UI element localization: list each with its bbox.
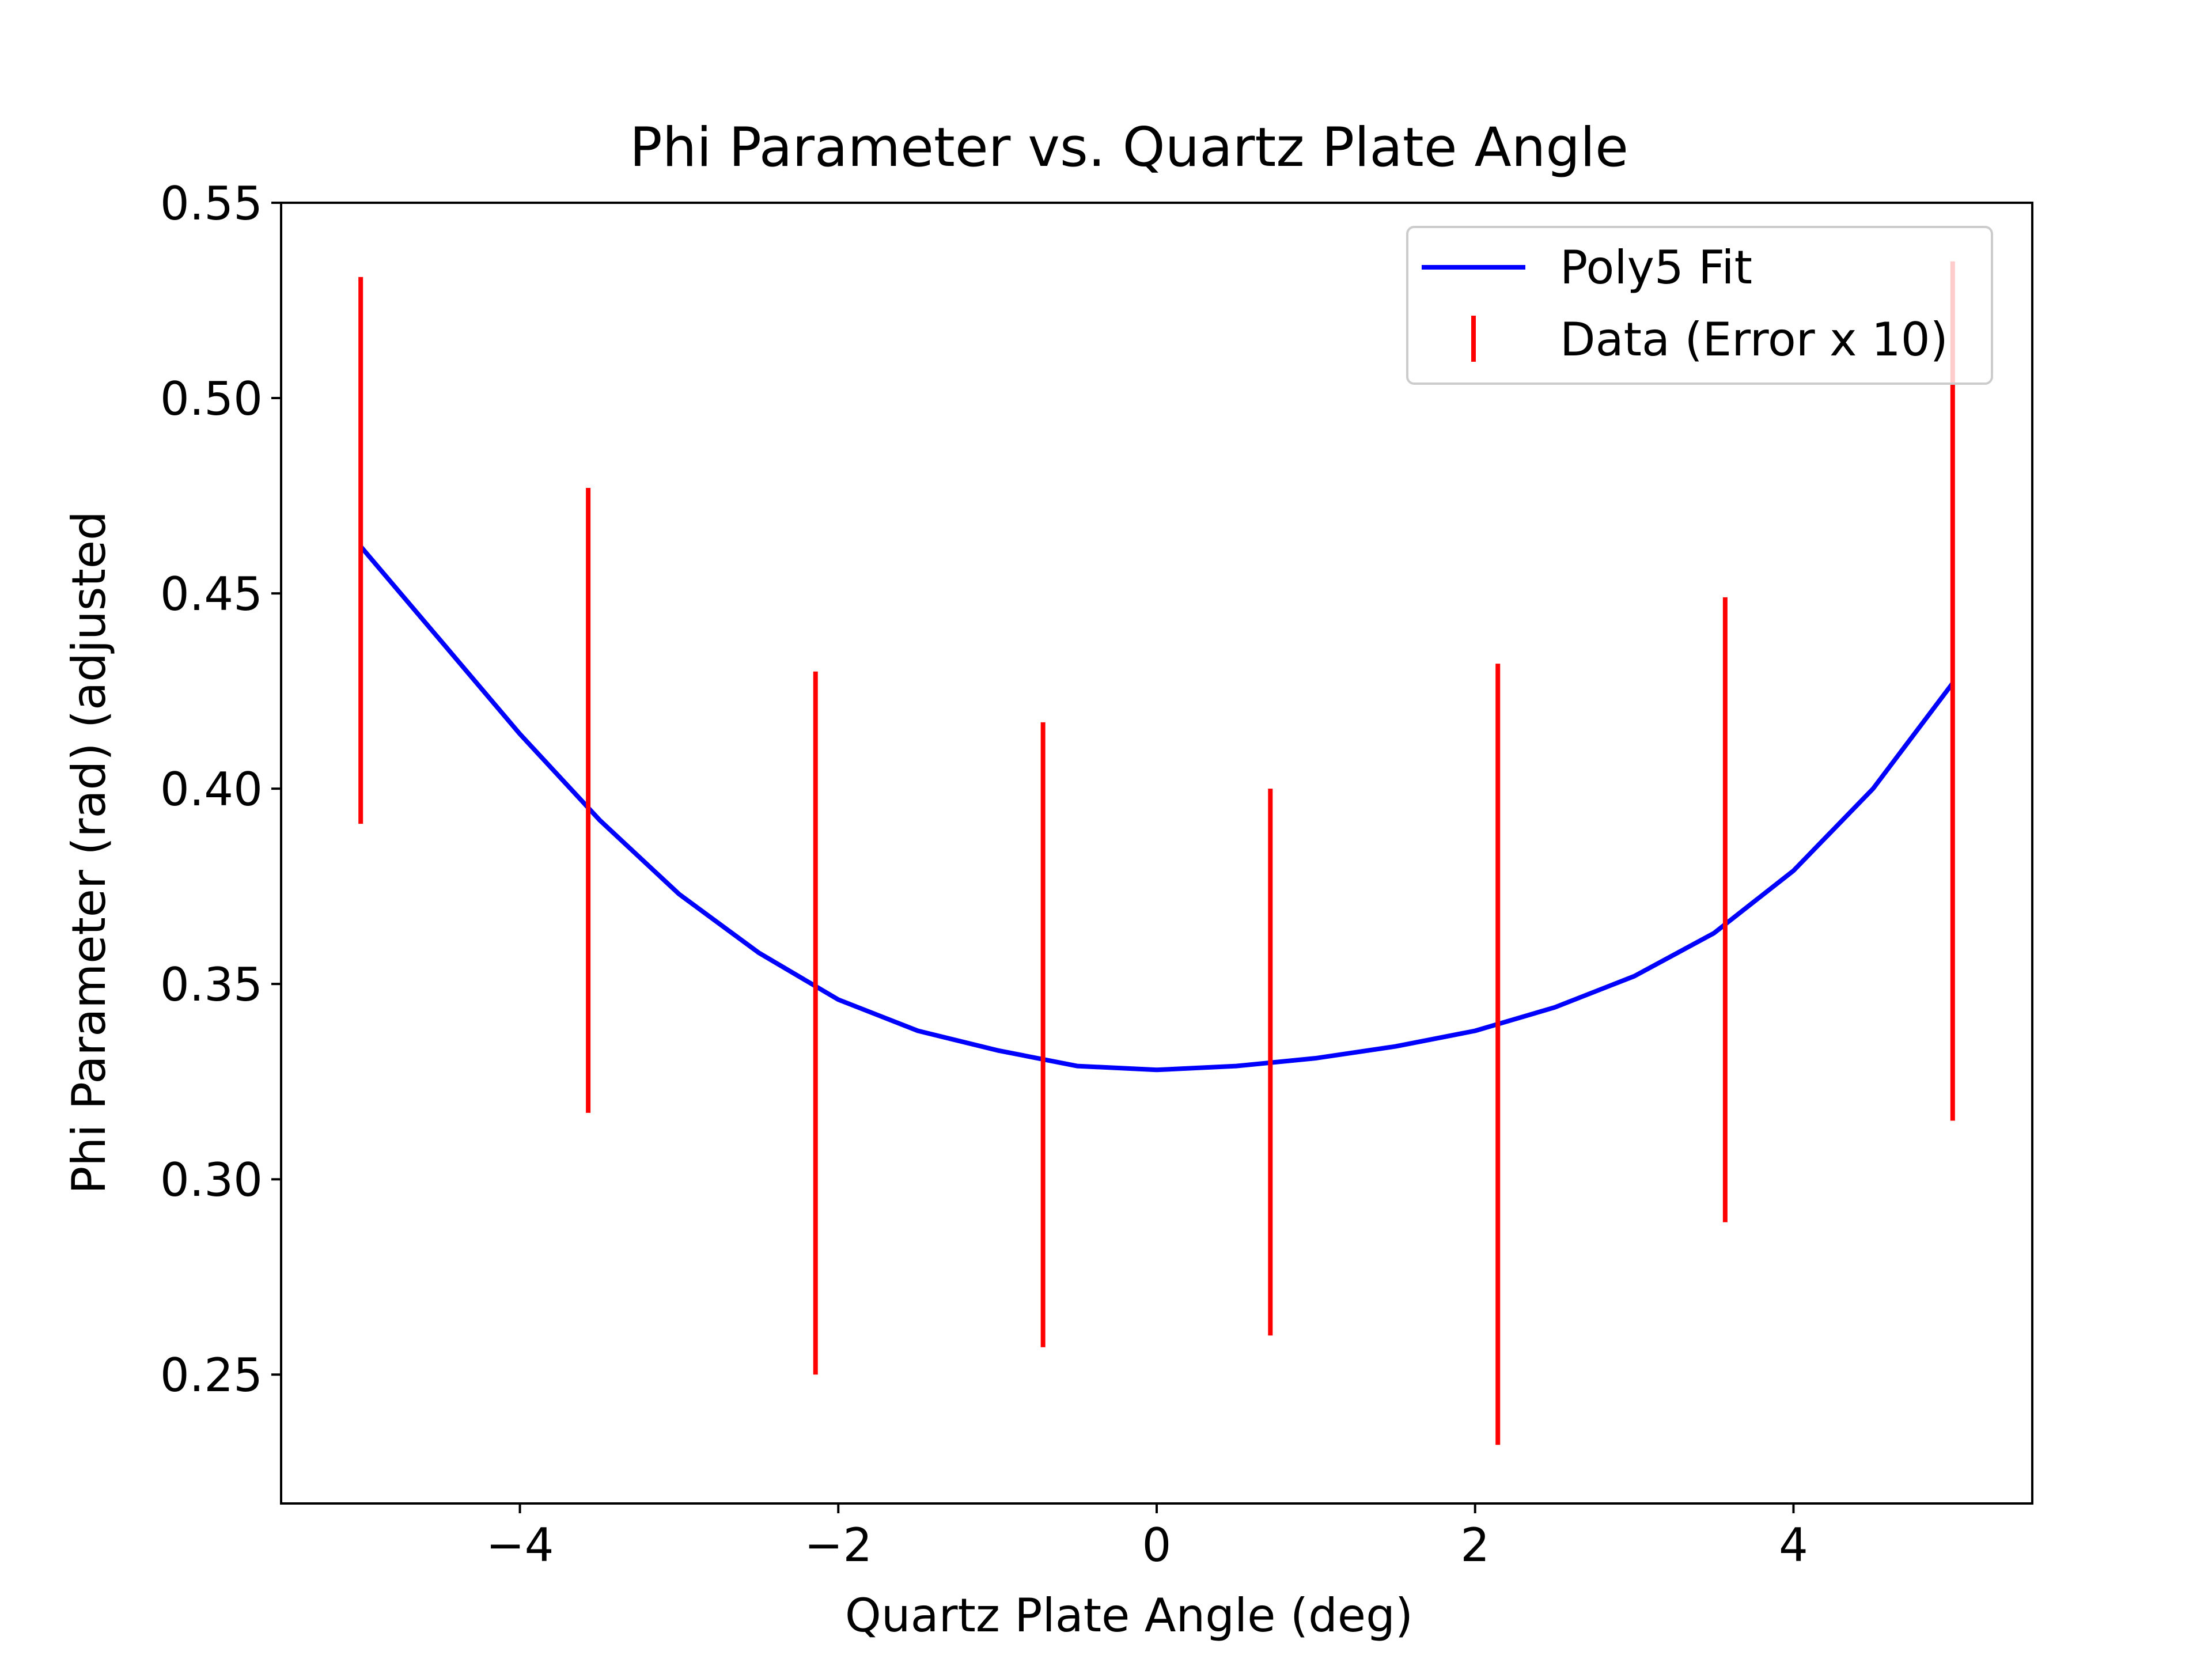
axes: −4 −2 0 2 4 0.25 0.30 0.35 0.40 0.45 0.50 0.55	[160, 177, 2033, 1572]
y-tick-label: 0.40	[160, 763, 263, 816]
y-tick-label: 0.50	[160, 372, 263, 426]
y-tick-label: 0.25	[160, 1349, 263, 1402]
poly5-fit-line	[359, 545, 1955, 1073]
x-tick-label: −4	[486, 1518, 554, 1572]
x-axis-label: Quartz Plate Angle (deg)	[845, 1589, 1413, 1642]
legend: Poly5 Fit Data (Error x 10)	[1406, 226, 1993, 385]
plot-area	[358, 261, 1955, 1445]
x-tick-label: 0	[1142, 1518, 1172, 1572]
legend-data-label: Data (Error x 10)	[1560, 313, 1948, 366]
y-tick-label: 0.55	[160, 177, 263, 230]
legend-frame	[1406, 226, 1993, 385]
x-tick-label: −2	[804, 1518, 872, 1572]
y-axis-label: Phi Parameter (rad) (adjusted	[62, 511, 116, 1194]
chart-title: Phi Parameter vs. Quartz Plate Angle	[630, 116, 1628, 179]
y-tick-label: 0.35	[160, 958, 263, 1012]
x-tick-label: 4	[1779, 1518, 1808, 1572]
legend-fit-label: Poly5 Fit	[1560, 241, 1752, 294]
x-tick-label: 2	[1460, 1518, 1490, 1572]
y-tick-label: 0.30	[160, 1153, 263, 1207]
y-tick-label: 0.45	[160, 567, 263, 621]
